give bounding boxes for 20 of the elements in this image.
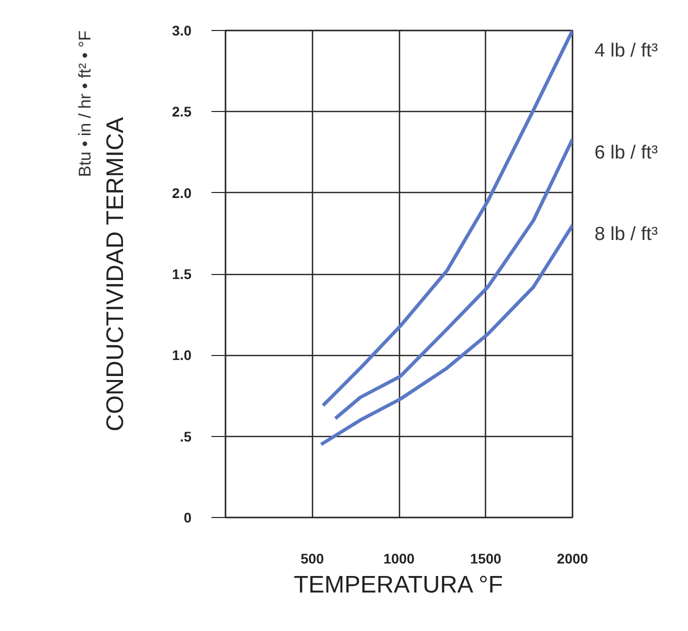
y-tick-label: 2.5 bbox=[172, 104, 192, 120]
y-tick-label: 3.0 bbox=[172, 22, 192, 38]
line-series bbox=[319, 224, 572, 446]
text: Btu • in / hr • ft² • °F bbox=[76, 30, 94, 178]
y-tick-label: 2.0 bbox=[172, 184, 192, 201]
y-tick-label: 1.5 bbox=[172, 266, 192, 282]
y-tick-label: 0 bbox=[184, 510, 192, 526]
line-series bbox=[321, 30, 572, 408]
x-tick-label: 1500 bbox=[470, 550, 502, 566]
x-tick-label: 2000 bbox=[556, 550, 588, 566]
x-axis-title: TEMPERATURA °F bbox=[294, 572, 503, 598]
x-tick-label: 1000 bbox=[383, 550, 415, 566]
y-axis-title: CONDUCTIVIDAD TERMICA bbox=[102, 117, 130, 432]
line-series bbox=[334, 138, 572, 420]
series-label: 6 lb / ft³ bbox=[594, 142, 658, 164]
series-label: 8 lb / ft³ bbox=[594, 224, 658, 245]
y-tick-label: .5 bbox=[180, 428, 192, 444]
y-tick-label: 1.0 bbox=[172, 347, 192, 364]
x-tick-label: 500 bbox=[300, 550, 324, 566]
series-label: 4 lb / ft³ bbox=[594, 40, 658, 62]
